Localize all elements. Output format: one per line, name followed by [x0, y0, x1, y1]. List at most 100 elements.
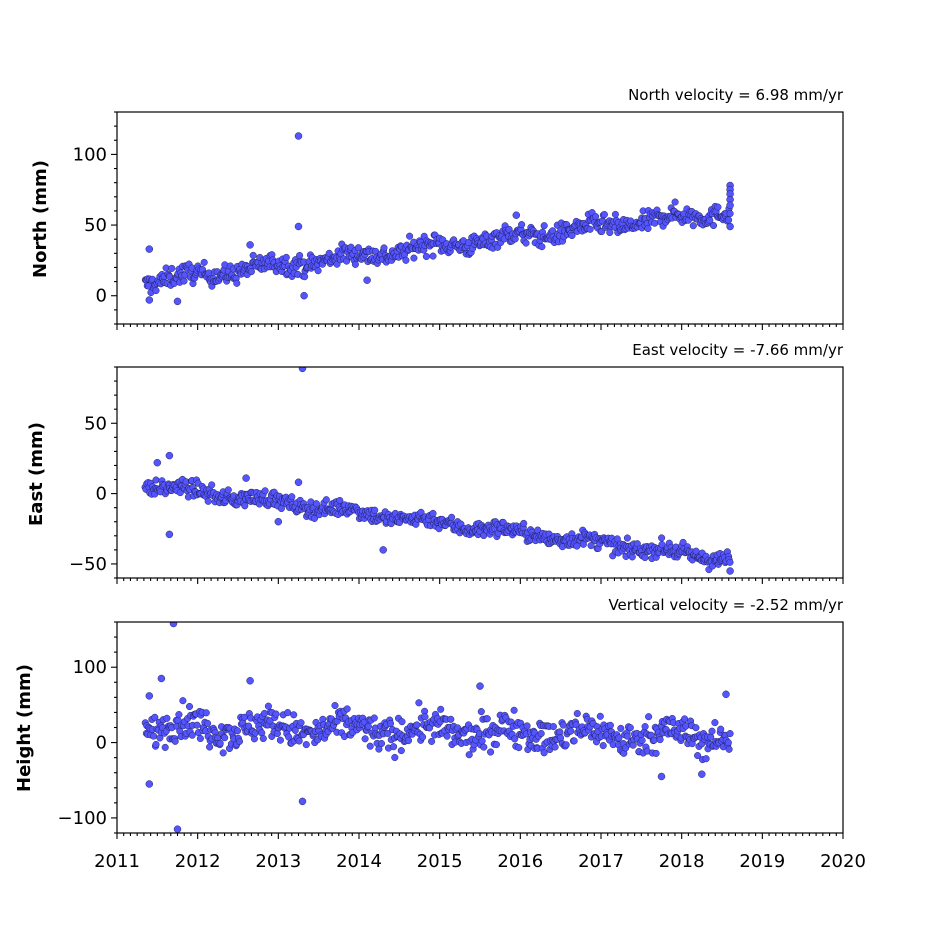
north-data-point	[518, 221, 526, 229]
height-data-point	[260, 709, 269, 717]
height-x-tick-label: 2015	[417, 851, 463, 872]
height-data-point	[161, 743, 169, 751]
east-data-point	[587, 542, 595, 550]
north-data-point	[200, 258, 208, 266]
east-outlier-point	[242, 474, 250, 482]
height-data-point	[483, 715, 491, 723]
north-data-point	[505, 225, 513, 233]
north-outlier-point	[726, 222, 734, 231]
north-data-point	[410, 254, 418, 262]
height-data-point	[570, 737, 578, 745]
north-plot-area: 0 50 100	[73, 111, 844, 330]
height-data-point	[391, 753, 399, 762]
height-data-point	[163, 714, 171, 722]
height-data-point	[415, 699, 423, 707]
north-panel-title: North velocity = 6.98 mm/yr	[628, 86, 844, 104]
height-data-point	[370, 714, 378, 722]
height-data-point	[185, 702, 194, 711]
height-data-point	[221, 734, 229, 742]
east-plot-area: −50 0 50	[69, 366, 844, 584]
height-data-point	[272, 710, 280, 718]
height-data-point	[623, 732, 631, 740]
height-data-point	[726, 730, 734, 738]
height-x-tick-label: 2013	[255, 851, 301, 872]
height-outlier-point	[169, 622, 178, 628]
height-data-point	[366, 742, 374, 750]
height-data-point	[692, 724, 700, 732]
height-outlier-point	[246, 677, 254, 685]
height-outlier-point	[157, 674, 166, 683]
height-data-point	[487, 748, 495, 756]
height-data-point	[717, 725, 725, 733]
east-panel: East velocity = -7.66 mm/yr East (mm) −5…	[26, 341, 844, 584]
height-outlier-point	[657, 772, 666, 781]
height-data-point	[175, 711, 183, 719]
east-data-point	[520, 519, 528, 527]
east-data-point	[152, 476, 160, 484]
north-data-point	[606, 228, 614, 237]
north-outlier-point	[363, 276, 371, 284]
height-data-point	[567, 727, 575, 735]
height-data-point	[480, 743, 488, 751]
north-data-point	[354, 244, 362, 252]
height-data-point	[377, 739, 386, 748]
east-data-point	[448, 513, 456, 521]
height-data-point	[384, 729, 392, 737]
east-data-point	[241, 502, 249, 510]
height-x-tick-label: 2018	[659, 851, 705, 872]
north-data-point	[296, 251, 304, 260]
height-outlier-point	[476, 682, 484, 690]
height-data-point	[206, 743, 214, 751]
north-outlier-point	[145, 245, 154, 253]
height-x-tick-label: 2016	[497, 851, 543, 872]
height-data-point	[331, 701, 339, 710]
height-data-point	[361, 735, 369, 743]
north-outlier-point	[294, 222, 303, 231]
east-data-point	[208, 481, 216, 489]
height-data-point	[562, 741, 570, 749]
height-data-point	[284, 709, 292, 717]
height-data-point	[478, 737, 486, 745]
north-outlier-point	[145, 296, 154, 304]
height-panel: Vertical velocity = -2.52 mm/yr Height (…	[14, 596, 866, 872]
east-data-point	[261, 487, 269, 495]
height-data-point	[641, 723, 649, 731]
north-data-point	[709, 221, 718, 230]
height-data-point	[617, 724, 625, 732]
height-data-point	[285, 733, 293, 741]
north-outlier-point	[173, 297, 182, 306]
north-panel: North velocity = 6.98 mm/yr North (mm) 0…	[30, 86, 844, 330]
north-data-point	[522, 239, 530, 247]
height-data-point	[523, 722, 531, 730]
height-x-tick-label: 2017	[578, 851, 624, 872]
height-data-point	[724, 739, 732, 747]
east-data-point	[573, 542, 581, 550]
north-data-points	[141, 132, 734, 306]
height-data-point	[150, 732, 158, 740]
east-outlier-point	[153, 458, 162, 467]
height-data-point	[656, 736, 664, 744]
north-data-point	[671, 198, 679, 206]
height-data-point	[702, 755, 710, 763]
height-data-point	[573, 709, 581, 718]
height-data-point	[465, 751, 473, 759]
height-data-point	[419, 733, 427, 741]
height-data-point	[291, 726, 299, 734]
height-outlier-point	[145, 780, 154, 788]
height-data-point	[556, 728, 564, 736]
height-data-point	[386, 719, 395, 728]
north-y-tick-label: 50	[84, 215, 107, 236]
height-data-point	[638, 736, 646, 744]
height-data-point	[235, 737, 244, 745]
north-y-axis-label: North (mm)	[30, 160, 51, 278]
height-data-point	[259, 734, 267, 743]
height-outlier-point	[722, 690, 730, 699]
north-data-point	[538, 243, 546, 251]
east-outlier-point	[379, 546, 387, 554]
north-outlier-point	[300, 291, 308, 300]
north-data-point	[714, 203, 722, 211]
height-data-point	[537, 729, 545, 738]
height-data-point	[179, 697, 187, 705]
north-data-point	[611, 210, 619, 218]
east-y-axis-label: East (mm)	[26, 422, 47, 526]
